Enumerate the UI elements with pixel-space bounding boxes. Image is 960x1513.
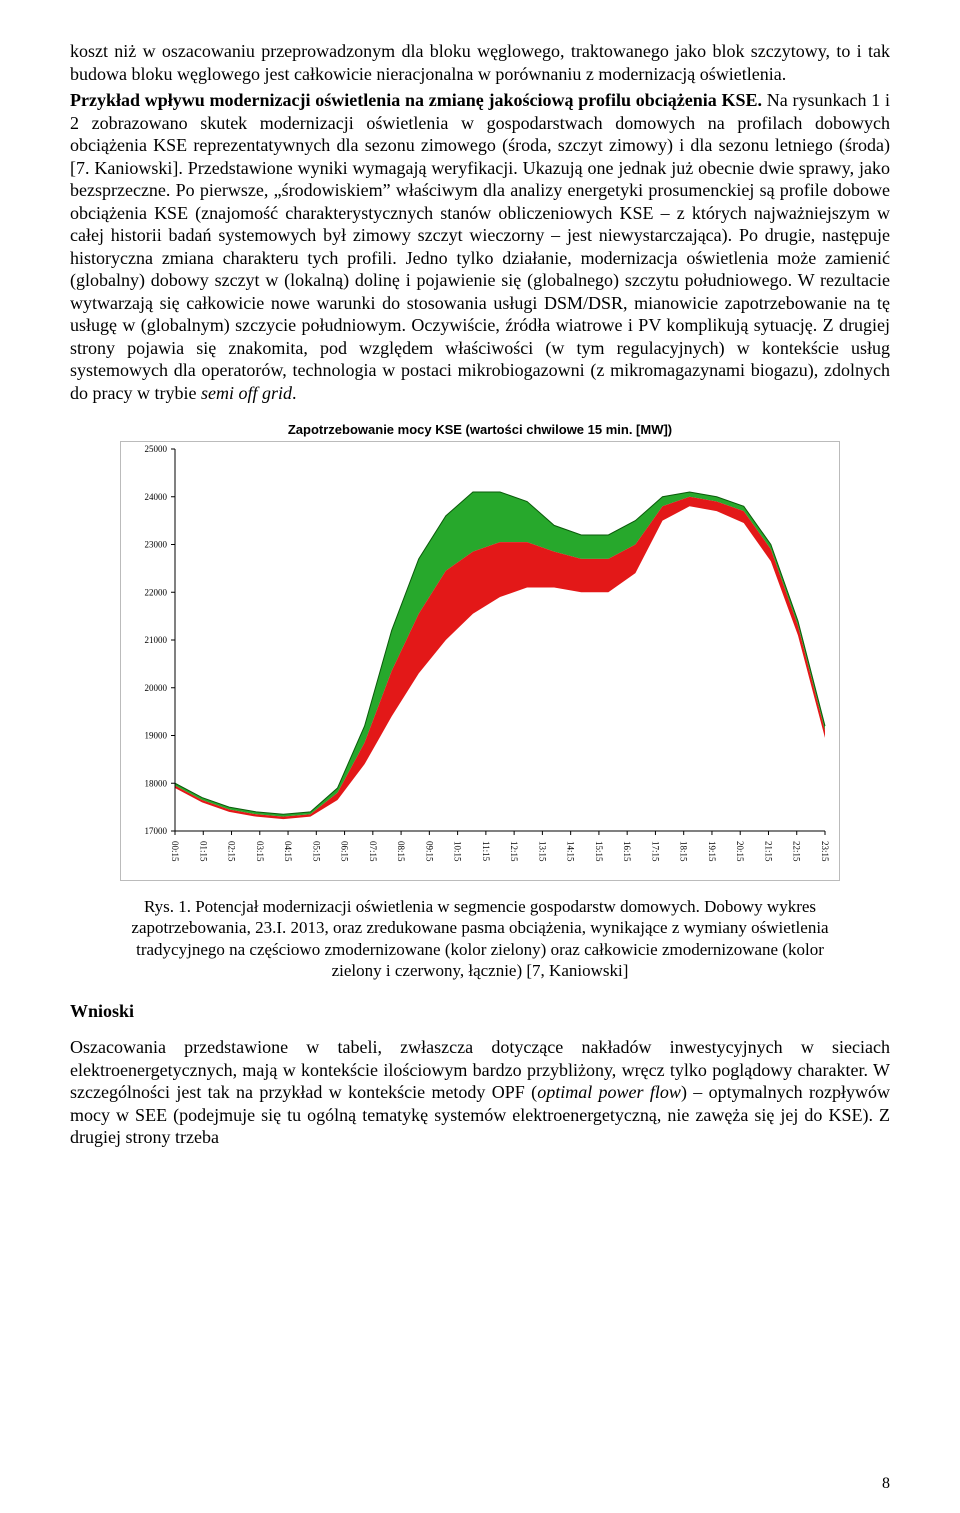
svg-text:17:15: 17:15 [650,841,660,862]
svg-text:08:15: 08:15 [396,841,406,862]
svg-text:04:15: 04:15 [283,841,293,862]
svg-text:12:15: 12:15 [509,841,519,862]
paragraph-2-tail: . [292,383,297,403]
svg-text:25000: 25000 [145,444,168,454]
svg-text:00:15: 00:15 [170,841,180,862]
svg-text:18000: 18000 [145,778,168,788]
svg-text:07:15: 07:15 [368,841,378,862]
paragraph-1: koszt niż w oszacowaniu przeprowadzonym … [70,40,890,85]
section-heading-wnioski: Wnioski [70,1001,890,1022]
svg-text:23:15: 23:15 [820,841,830,862]
svg-text:16:15: 16:15 [622,841,632,862]
svg-text:10:15: 10:15 [453,841,463,862]
svg-text:09:15: 09:15 [424,841,434,862]
svg-text:17000: 17000 [145,826,168,836]
paragraph-2-body: Na rysunkach 1 i 2 zobrazowano skutek mo… [70,90,890,403]
svg-text:21:15: 21:15 [763,841,773,862]
chart-title: Zapotrzebowanie mocy KSE (wartości chwil… [120,422,840,437]
svg-text:06:15: 06:15 [340,841,350,862]
chart-container: Zapotrzebowanie mocy KSE (wartości chwil… [120,422,840,886]
svg-text:15:15: 15:15 [594,841,604,862]
paragraph-2: Przykład wpływu modernizacji oświetlenia… [70,89,890,404]
paragraph-2-lead: Przykład wpływu modernizacji oświetlenia… [70,90,762,110]
svg-text:03:15: 03:15 [255,841,265,862]
svg-text:02:15: 02:15 [227,841,237,862]
svg-text:21000: 21000 [145,635,168,645]
page-number: 8 [882,1475,890,1493]
paragraph-2-italic: semi off grid [201,383,292,403]
svg-text:14:15: 14:15 [566,841,576,862]
svg-text:05:15: 05:15 [311,841,321,862]
svg-text:19:15: 19:15 [707,841,717,862]
svg-text:20000: 20000 [145,683,168,693]
svg-text:23000: 23000 [145,540,168,550]
svg-text:18:15: 18:15 [679,841,689,862]
chart-svg: 17000 18000 19000 20000 21000 22000 23000 24000… [120,441,840,881]
svg-text:20:15: 20:15 [735,841,745,862]
svg-text:22:15: 22:15 [792,841,802,862]
svg-text:11:15: 11:15 [481,841,491,862]
svg-text:19000: 19000 [145,731,168,741]
svg-text:13:15: 13:15 [537,841,547,862]
paragraph-3: Oszacowania przedstawione w tabeli, zwła… [70,1036,890,1149]
svg-text:22000: 22000 [145,587,168,597]
svg-text:24000: 24000 [145,492,168,502]
svg-text:01:15: 01:15 [198,841,208,862]
figure-caption: Rys. 1. Potencjał modernizacji oświetlen… [110,896,850,981]
paragraph-3-italic: optimal power flow [537,1082,681,1102]
